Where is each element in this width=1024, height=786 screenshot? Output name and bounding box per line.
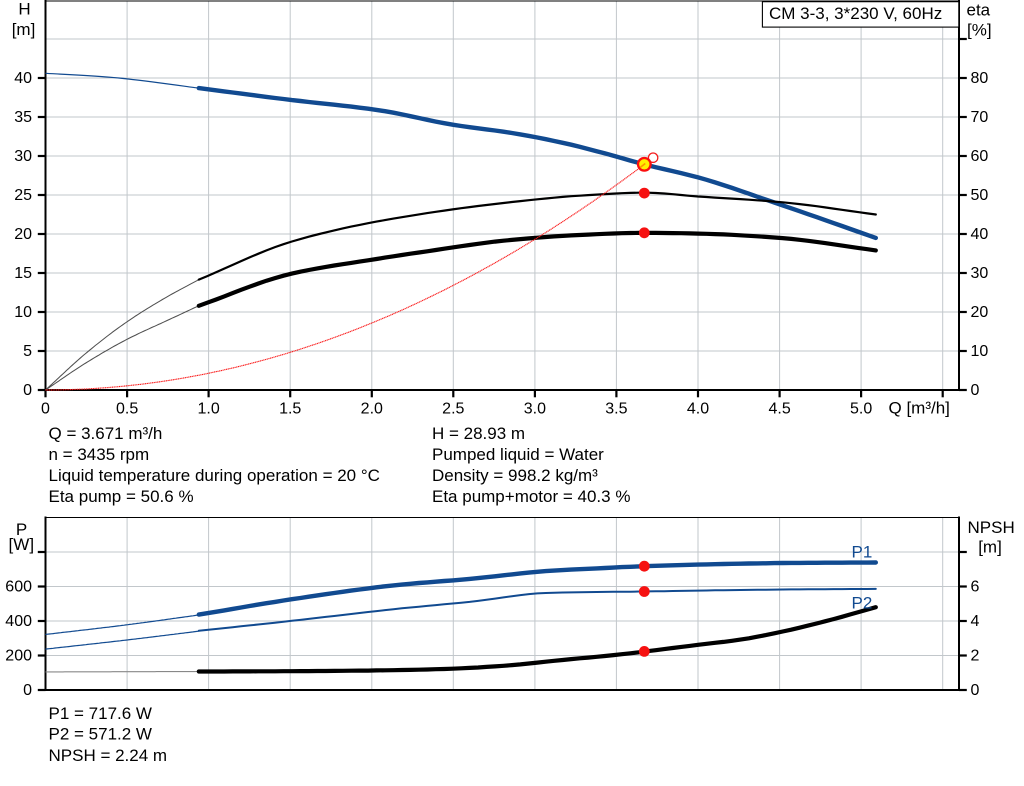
svg-text:10: 10: [14, 304, 32, 321]
svg-text:Q [m³/h]: Q [m³/h]: [889, 399, 950, 418]
svg-text:2.5: 2.5: [442, 401, 464, 418]
svg-text:P2: P2: [852, 594, 873, 613]
svg-text:0: 0: [23, 682, 32, 699]
svg-text:P1 = 717.6 W: P1 = 717.6 W: [49, 704, 152, 723]
svg-text:Q = 3.671 m³/h: Q = 3.671 m³/h: [49, 424, 163, 443]
svg-text:15: 15: [14, 265, 32, 282]
svg-text:1.0: 1.0: [197, 401, 219, 418]
svg-text:0.5: 0.5: [116, 401, 138, 418]
svg-text:4.5: 4.5: [768, 401, 790, 418]
svg-text:0: 0: [971, 682, 980, 699]
svg-text:25: 25: [14, 187, 32, 204]
svg-text:5: 5: [23, 343, 32, 360]
svg-text:50: 50: [971, 187, 989, 204]
svg-text:35: 35: [14, 109, 32, 126]
svg-text:70: 70: [971, 109, 989, 126]
svg-text:[W]: [W]: [9, 535, 35, 554]
svg-text:30: 30: [971, 265, 989, 282]
svg-text:40: 40: [971, 226, 989, 243]
svg-text:n = 3435 rpm: n = 3435 rpm: [49, 445, 150, 464]
svg-text:Liquid temperature during oper: Liquid temperature during operation = 20…: [49, 466, 380, 485]
svg-text:40: 40: [14, 70, 32, 87]
svg-text:20: 20: [14, 226, 32, 243]
svg-text:1.5: 1.5: [279, 401, 301, 418]
svg-text:3.0: 3.0: [524, 401, 546, 418]
svg-text:5.0: 5.0: [850, 401, 872, 418]
svg-text:NPSH: NPSH: [968, 518, 1015, 537]
svg-text:Density = 998.2 kg/m³: Density = 998.2 kg/m³: [432, 466, 598, 485]
svg-text:30: 30: [14, 148, 32, 165]
svg-text:[%]: [%]: [967, 21, 992, 40]
svg-text:Eta pump = 50.6 %: Eta pump = 50.6 %: [49, 487, 194, 506]
svg-text:P: P: [16, 520, 27, 539]
svg-text:60: 60: [971, 148, 989, 165]
svg-text:80: 80: [971, 70, 989, 87]
svg-text:Pumped liquid = Water: Pumped liquid = Water: [432, 445, 604, 464]
svg-text:3.5: 3.5: [605, 401, 627, 418]
svg-text:4.0: 4.0: [687, 401, 709, 418]
svg-text:0: 0: [41, 401, 50, 418]
svg-text:0: 0: [971, 382, 980, 399]
svg-text:H = 28.93 m: H = 28.93 m: [432, 424, 525, 443]
svg-text:NPSH = 2.24 m: NPSH = 2.24 m: [49, 746, 168, 765]
svg-text:4: 4: [971, 613, 980, 630]
svg-text:Eta pump+motor = 40.3 %: Eta pump+motor = 40.3 %: [432, 487, 630, 506]
svg-text:2: 2: [971, 648, 980, 665]
svg-text:eta: eta: [967, 0, 991, 19]
svg-text:6: 6: [971, 579, 980, 596]
svg-text:0: 0: [23, 382, 32, 399]
svg-text:2.0: 2.0: [361, 401, 383, 418]
svg-text:CM 3-3, 3*230 V, 60Hz: CM 3-3, 3*230 V, 60Hz: [769, 4, 942, 23]
svg-text:[m]: [m]: [12, 20, 36, 39]
svg-text:[m]: [m]: [978, 537, 1002, 556]
svg-text:20: 20: [971, 304, 989, 321]
svg-text:H: H: [18, 0, 30, 19]
svg-text:10: 10: [971, 343, 989, 360]
svg-text:600: 600: [5, 579, 32, 596]
svg-text:P2 = 571.2 W: P2 = 571.2 W: [49, 725, 152, 744]
svg-text:400: 400: [5, 613, 32, 630]
svg-text:200: 200: [5, 648, 32, 665]
svg-text:P1: P1: [852, 543, 873, 562]
